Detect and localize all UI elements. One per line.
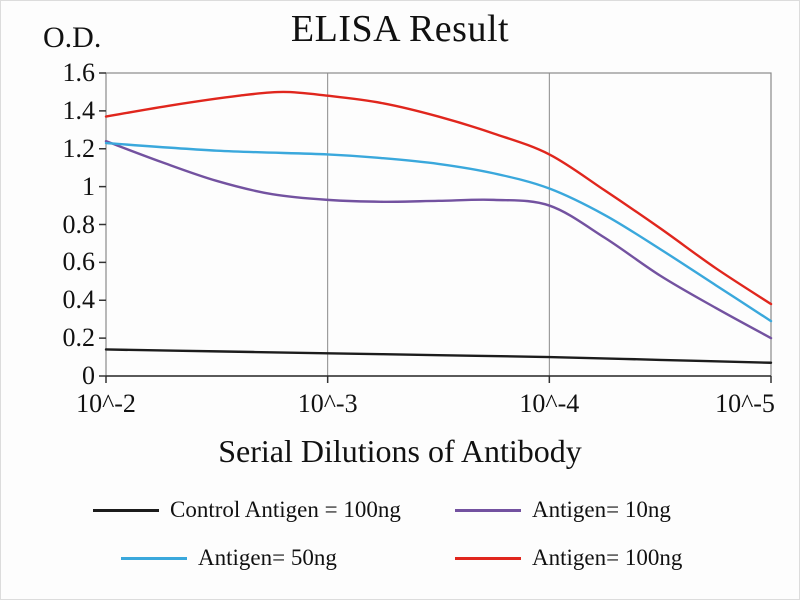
y-tick-label: 1.6: [62, 58, 96, 87]
legend-line-red: [455, 556, 521, 560]
x-tick-label: 10^-4: [519, 389, 580, 418]
y-tick-label: 0: [82, 361, 95, 390]
y-axis-title: O.D.: [43, 21, 102, 54]
y-tick-label: 0.6: [62, 247, 96, 277]
y-tick-label: 1.4: [62, 95, 96, 125]
y-tick-label: 0.2: [62, 323, 96, 353]
legend-item-antigen-10ng: Antigen= 10ng: [455, 497, 682, 523]
y-tick-label: 1.2: [62, 133, 96, 163]
legend-line-purple: [455, 508, 521, 512]
legend-label: Antigen= 50ng: [198, 545, 337, 570]
x-axis-title: Serial Dilutions of Antibody: [218, 433, 582, 469]
legend-label: Antigen= 10ng: [532, 497, 671, 522]
y-tick-label: 0.8: [62, 209, 96, 239]
chart-title: ELISA Result: [290, 8, 510, 50]
legend-item-antigen-100ng: Antigen= 100ng: [455, 545, 682, 571]
legend-line-black: [93, 508, 159, 512]
legend-line-blue: [121, 556, 187, 560]
legend-label: Antigen= 100ng: [532, 545, 683, 570]
line-chart-plot-area: [99, 72, 773, 383]
x-tick-label: 10^-2: [76, 389, 136, 418]
x-tick-label: 10^-5: [715, 389, 775, 418]
y-tick-label: 1: [82, 171, 95, 201]
x-tick-label: 10^-3: [297, 389, 358, 418]
y-tick-label: 0.4: [62, 285, 96, 315]
legend-item-antigen-50ng: Antigen= 50ng: [121, 545, 455, 571]
legend-item-control-antigen-100ng: Control Antigen = 100ng: [93, 497, 455, 523]
legend-label: Control Antigen = 100ng: [170, 497, 401, 522]
legend: Control Antigen = 100ng Antigen= 10ng An…: [93, 497, 682, 571]
